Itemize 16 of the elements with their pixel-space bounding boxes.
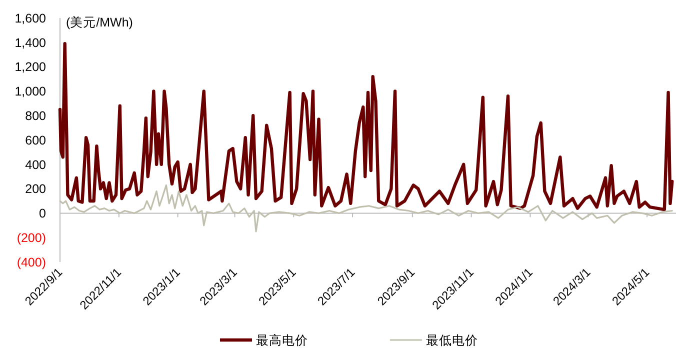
y-tick-label: 400 <box>25 158 46 172</box>
y-axis-title: (美元/MWh) <box>66 14 133 30</box>
legend-label: 最高电价 <box>256 332 308 348</box>
legend-label: 最低电价 <box>426 333 478 348</box>
y-tick-label: 200 <box>25 182 46 196</box>
line-series <box>59 184 673 232</box>
y-tick-label: (200) <box>16 230 46 245</box>
y-tick-label: 1,000 <box>14 84 46 99</box>
y-tick-label: 1,200 <box>14 60 46 74</box>
y-tick-label: 600 <box>25 133 46 148</box>
line-series <box>58 42 674 212</box>
y-tick-label: 800 <box>25 108 46 123</box>
y-tick-label: 0 <box>39 206 46 221</box>
y-tick-label: (400) <box>16 255 46 270</box>
y-tick-label: 1,600 <box>14 11 46 26</box>
y-tick-label: 1,400 <box>14 36 46 50</box>
